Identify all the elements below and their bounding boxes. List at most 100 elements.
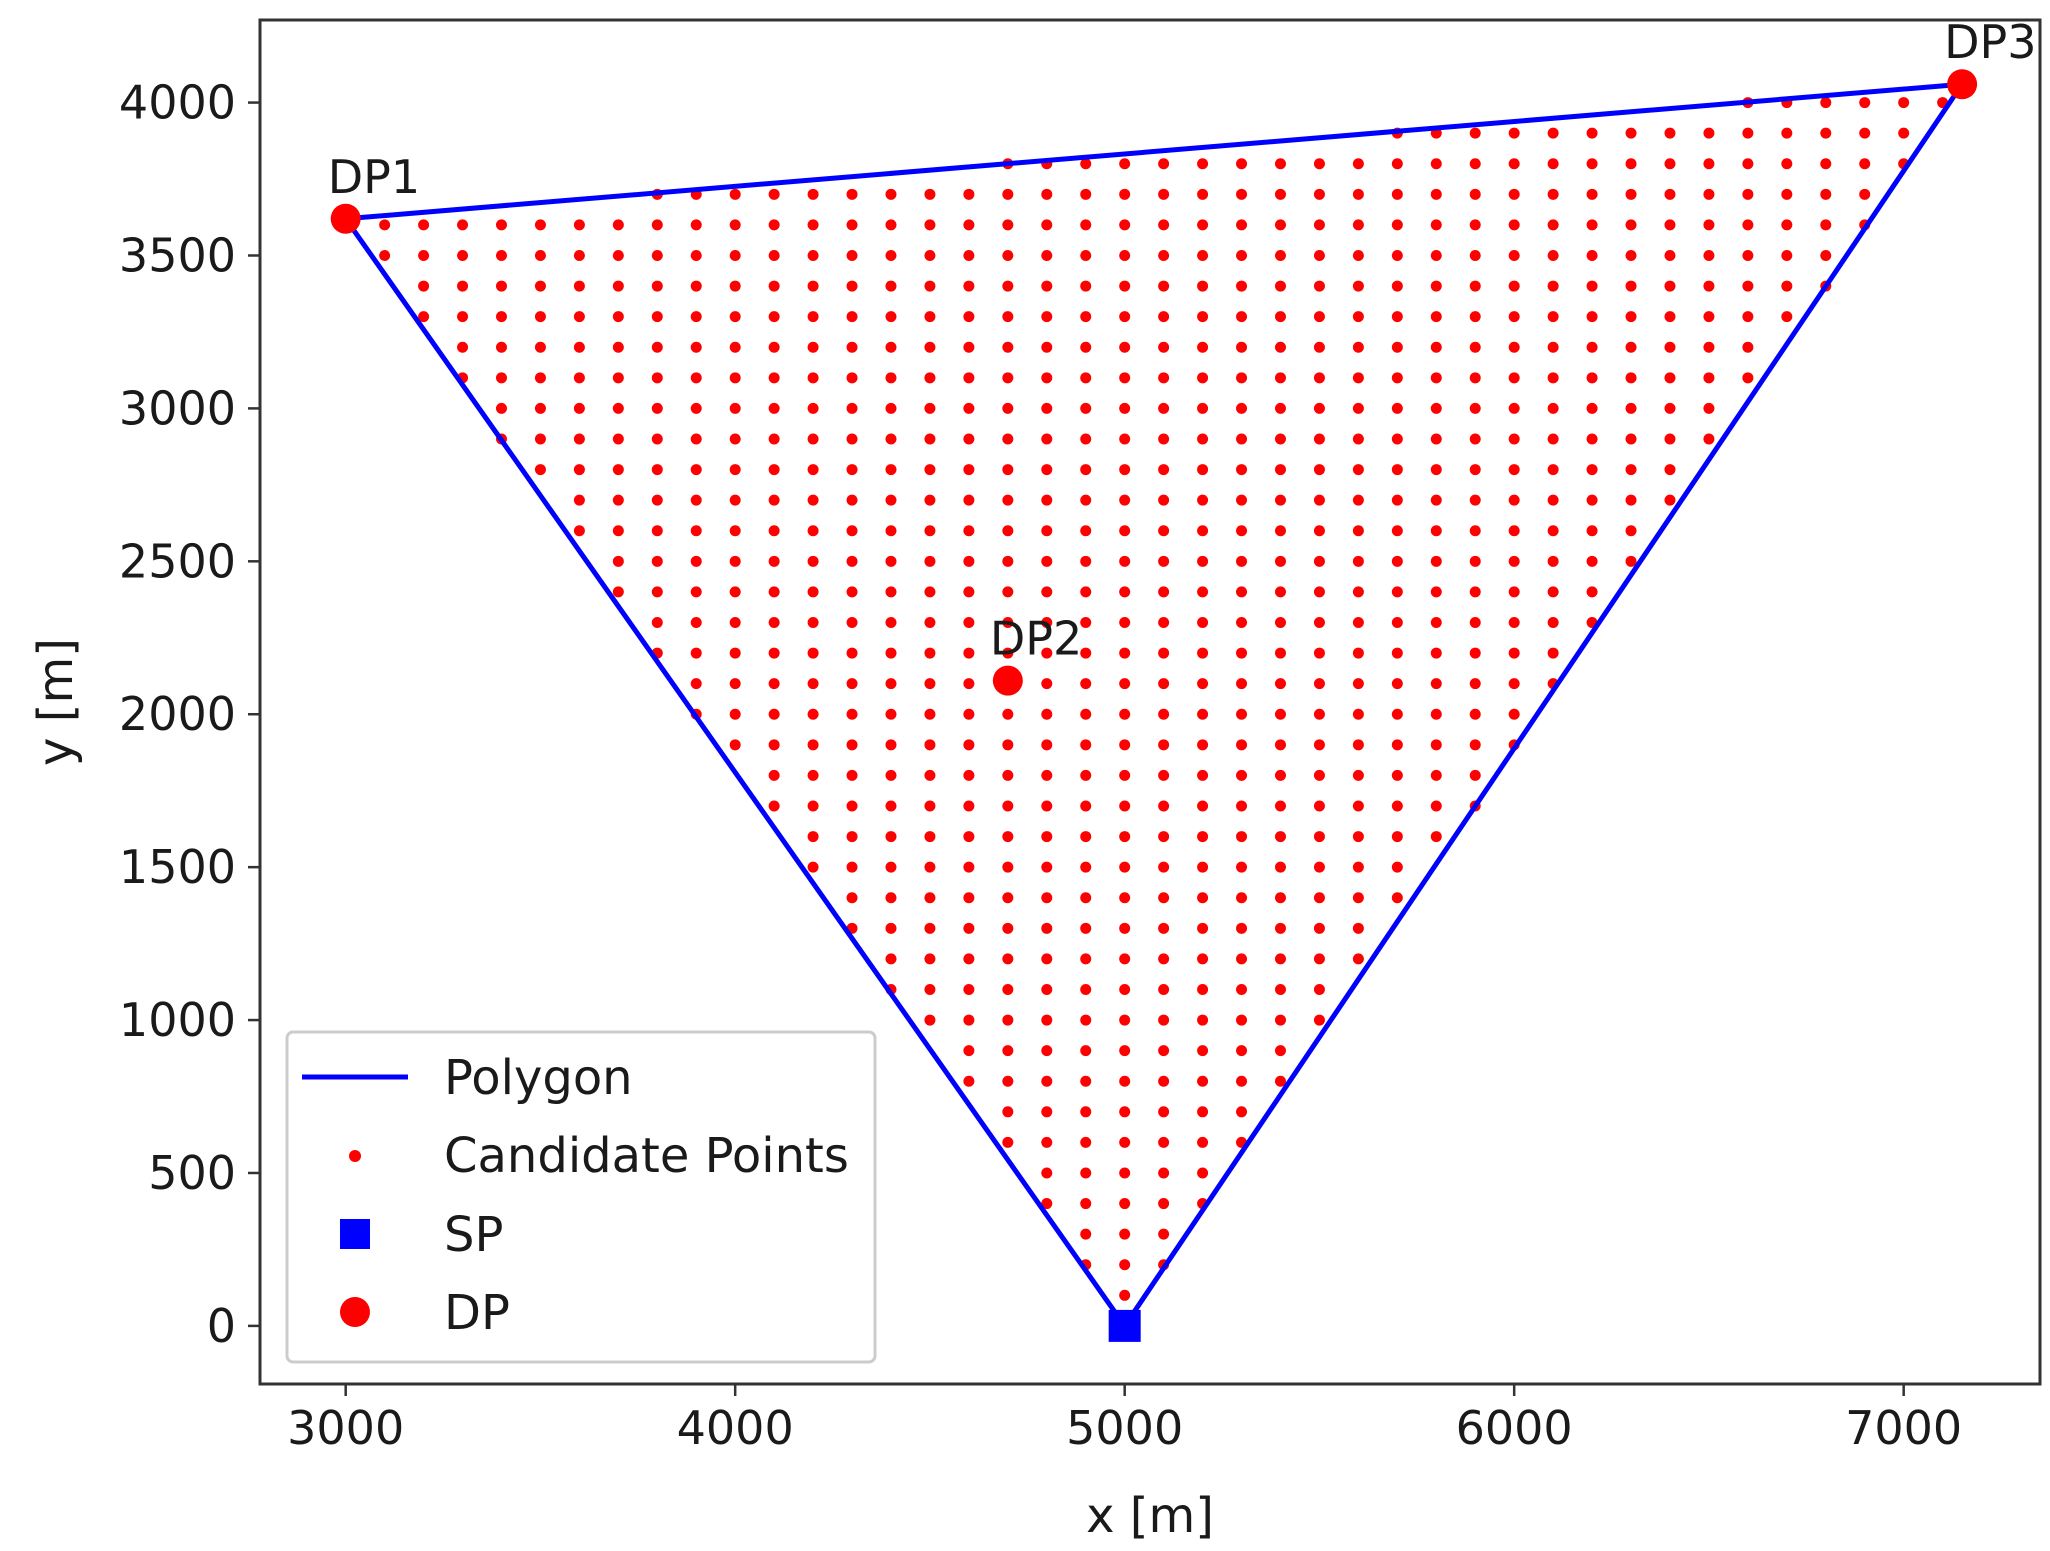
candidate-point: [1236, 311, 1248, 323]
candidate-point: [1430, 188, 1442, 200]
candidate-point: [1119, 800, 1131, 812]
candidate-point: [1313, 769, 1325, 781]
candidate-point: [1274, 555, 1286, 567]
candidate-point: [1352, 433, 1364, 445]
candidate-point: [1236, 341, 1248, 353]
candidate-point: [846, 494, 858, 506]
candidate-point: [1236, 1014, 1248, 1026]
candidate-point: [963, 953, 975, 965]
candidate-point: [846, 769, 858, 781]
candidate-point: [495, 311, 507, 323]
candidate-point: [1080, 525, 1092, 537]
candidate-point: [1586, 494, 1598, 506]
candidate-point: [1625, 158, 1637, 170]
candidate-point: [1625, 372, 1637, 384]
candidate-point: [690, 555, 702, 567]
candidate-point: [807, 402, 819, 414]
candidate-point: [1158, 616, 1170, 628]
candidate-point: [963, 769, 975, 781]
candidate-point: [1430, 708, 1442, 720]
candidate-point: [1119, 678, 1131, 690]
candidate-point: [846, 433, 858, 445]
candidate-point: [1859, 97, 1871, 109]
candidate-point: [963, 219, 975, 231]
candidate-point: [768, 311, 780, 323]
legend-polygon-label: Polygon: [444, 1050, 633, 1106]
candidate-point: [1080, 892, 1092, 904]
candidate-point: [1080, 861, 1092, 873]
candidate-point: [963, 1014, 975, 1026]
x-tick-label: 4000: [677, 1401, 794, 1455]
candidate-point: [924, 586, 936, 598]
candidate-point: [924, 188, 936, 200]
candidate-point: [690, 647, 702, 659]
sp-marker: [1108, 1309, 1141, 1342]
candidate-point: [1002, 1136, 1014, 1148]
candidate-point: [1236, 1106, 1248, 1118]
candidate-point: [1898, 127, 1910, 139]
candidate-point: [1197, 219, 1209, 231]
candidate-point: [1430, 464, 1442, 476]
candidate-point: [1586, 464, 1598, 476]
candidate-point: [1236, 219, 1248, 231]
candidate-point: [1002, 586, 1014, 598]
candidate-point: [768, 586, 780, 598]
candidate-point: [1158, 1198, 1170, 1210]
candidate-point: [807, 341, 819, 353]
candidate-point: [1080, 494, 1092, 506]
candidate-point: [729, 525, 741, 537]
candidate-point: [534, 219, 546, 231]
candidate-point: [1119, 219, 1131, 231]
candidate-point: [1274, 708, 1286, 720]
candidate-point: [885, 953, 897, 965]
candidate-point: [1041, 647, 1053, 659]
candidate-point: [1002, 555, 1014, 567]
candidate-point: [963, 800, 975, 812]
candidate-point: [1197, 311, 1209, 323]
candidate-point: [885, 311, 897, 323]
candidate-point: [1236, 861, 1248, 873]
candidate-point: [1041, 861, 1053, 873]
candidate-point: [1664, 127, 1676, 139]
candidate-point: [1236, 647, 1248, 659]
candidate-point: [1274, 678, 1286, 690]
candidate-point: [1080, 739, 1092, 751]
candidate-point: [846, 831, 858, 843]
candidate-point: [807, 372, 819, 384]
candidate-point: [729, 372, 741, 384]
dp-marker: [330, 203, 361, 234]
candidate-point: [729, 402, 741, 414]
candidate-point: [1041, 953, 1053, 965]
candidate-point: [1352, 311, 1364, 323]
candidate-point: [1586, 372, 1598, 384]
candidate-point: [534, 433, 546, 445]
candidate-point: [1002, 1075, 1014, 1087]
candidate-point: [690, 525, 702, 537]
candidate-point: [1080, 922, 1092, 934]
candidate-point: [1313, 922, 1325, 934]
candidate-point: [1119, 311, 1131, 323]
candidate-point: [1469, 586, 1481, 598]
candidate-point: [729, 188, 741, 200]
candidate-point: [1002, 1045, 1014, 1057]
candidate-point: [612, 433, 624, 445]
candidate-point: [1274, 433, 1286, 445]
candidate-point: [1391, 402, 1403, 414]
candidate-point: [1002, 494, 1014, 506]
candidate-point: [1041, 678, 1053, 690]
candidate-point: [1080, 1167, 1092, 1179]
y-tick-label: 4000: [119, 76, 236, 130]
candidate-point: [1586, 311, 1598, 323]
candidate-point: [1820, 249, 1832, 261]
candidate-point: [690, 219, 702, 231]
candidate-point: [1313, 433, 1325, 445]
candidate-point: [1080, 402, 1092, 414]
candidate-point: [534, 372, 546, 384]
candidate-point: [1313, 158, 1325, 170]
candidate-point: [1158, 739, 1170, 751]
candidate-point: [612, 525, 624, 537]
candidate-point: [1547, 433, 1559, 445]
candidate-point: [651, 494, 663, 506]
candidate-point: [1469, 311, 1481, 323]
